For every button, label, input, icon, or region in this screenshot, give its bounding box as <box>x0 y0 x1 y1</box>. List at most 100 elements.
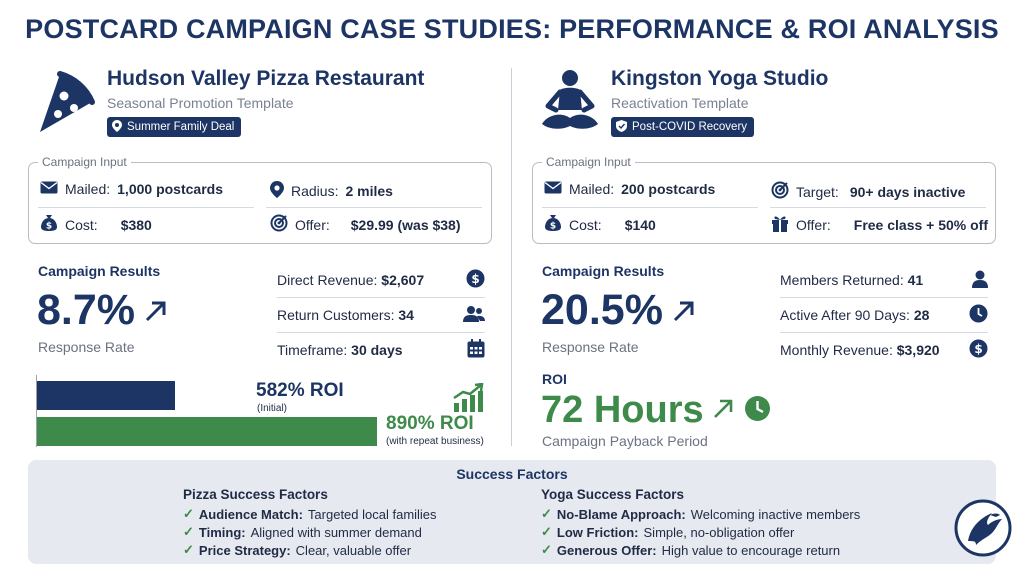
stat-timeframe: Timeframe: 30 days <box>277 338 485 362</box>
row-separator <box>266 207 482 208</box>
gift-icon <box>771 214 789 235</box>
stat-separator <box>277 332 485 333</box>
pizza-business-name: Hudson Valley Pizza Restaurant <box>107 67 425 90</box>
yoga-success-list: ✓ No-Blame Approach: Welcoming inactive me… <box>541 505 860 559</box>
svg-text:$: $ <box>550 222 556 232</box>
pizza-stats-list: Direct Revenue: $2,607 $ Return Customer… <box>277 268 485 362</box>
yoga-cost-field: $ Cost: $140 <box>544 214 656 235</box>
roi-axis-line <box>36 375 37 447</box>
pizza-campaign-input-box <box>28 162 492 244</box>
target-icon <box>270 214 288 235</box>
growth-chart-icon <box>452 382 484 418</box>
clock-icon <box>969 304 988 326</box>
mail-icon <box>40 181 58 197</box>
money-bag-icon: $ <box>40 214 58 235</box>
stat-return-customers: Return Customers: 34 <box>277 303 485 327</box>
pizza-results-title: Campaign Results <box>38 263 161 279</box>
list-item: ✓ Low Friction: Simple, no-obligation offe… <box>541 524 795 540</box>
arrow-up-right-icon <box>671 286 697 335</box>
money-bag-icon: $ <box>544 214 562 235</box>
pizza-tag-label: Summer Family Deal <box>127 121 235 133</box>
pizza-radius-field: Radius: 2 miles <box>270 181 393 201</box>
roi-initial-note: (Initial) <box>257 403 288 414</box>
list-item: ✓ Generous Offer: High value to encourage … <box>541 542 841 558</box>
target-icon <box>771 181 789 202</box>
yoga-icon <box>538 68 602 134</box>
check-icon: ✓ <box>183 542 194 557</box>
roi-initial-bar <box>37 381 175 410</box>
yoga-success-title: Yoga Success Factors <box>541 487 685 502</box>
yoga-response-label: Response Rate <box>542 339 639 355</box>
pizza-template-label: Seasonal Promotion Template <box>107 95 294 111</box>
pizza-response-label: Response Rate <box>38 339 135 355</box>
location-pin-icon <box>270 181 284 201</box>
pizza-success-title: Pizza Success Factors <box>183 487 328 502</box>
user-icon <box>972 270 988 291</box>
dollar-icon: $ <box>969 339 988 361</box>
list-item: ✓ Timing: Aligned with summer demand <box>183 524 422 540</box>
success-factors-title: Success Factors <box>456 466 568 482</box>
yoga-campaign-input-box <box>532 162 996 244</box>
svg-text:$: $ <box>974 342 982 356</box>
yoga-response-rate: 20.5% <box>541 286 697 335</box>
pizza-tag-badge: Summer Family Deal <box>107 117 242 137</box>
eagle-logo-icon <box>954 499 1012 557</box>
users-icon <box>463 305 485 326</box>
pizza-success-list: ✓ Audience Match: Targeted local families … <box>183 505 437 559</box>
calendar-icon <box>467 339 485 361</box>
shield-icon <box>616 119 627 135</box>
svg-text:$: $ <box>46 222 52 232</box>
pizza-icon <box>34 70 96 136</box>
list-item: ✓ Price Strategy: Clear, valuable offer <box>183 542 412 558</box>
stat-separator <box>277 297 485 298</box>
yoga-input-title: Campaign Input <box>542 155 635 169</box>
row-separator <box>38 207 254 208</box>
yoga-payback-value: 72 Hours <box>541 389 704 431</box>
check-icon: ✓ <box>541 542 552 557</box>
check-icon: ✓ <box>183 524 194 539</box>
list-item: ✓ Audience Match: Targeted local families <box>183 506 437 522</box>
arrow-up-right-icon <box>712 396 736 425</box>
clock-icon <box>744 395 771 427</box>
check-icon: ✓ <box>541 506 552 521</box>
roi-repeat-note: (with repeat business) <box>386 436 484 447</box>
yoga-payback: 72 Hours <box>541 389 771 432</box>
yoga-tag-label: Post-COVID Recovery <box>632 121 748 133</box>
stat-direct-revenue: Direct Revenue: $2,607 $ <box>277 268 485 292</box>
stat-active-after: Active After 90 Days: 28 <box>780 303 988 327</box>
roi-repeat-bar <box>37 417 377 446</box>
stat-monthly-revenue: Monthly Revenue: $3,920 $ <box>780 338 988 362</box>
check-icon: ✓ <box>183 506 194 521</box>
dollar-icon: $ <box>466 269 485 291</box>
row-separator <box>770 207 986 208</box>
yoga-stats-list: Members Returned: 41 Active After 90 Day… <box>780 268 988 362</box>
stat-separator <box>780 297 988 298</box>
yoga-mailed-field: Mailed: 200 postcards <box>544 181 715 197</box>
pizza-input-title: Campaign Input <box>38 155 131 169</box>
stat-members-returned: Members Returned: 41 <box>780 268 988 292</box>
yoga-template-label: Reactivation Template <box>611 95 749 111</box>
yoga-tag-badge: Post-COVID Recovery <box>611 117 755 137</box>
yoga-results-title: Campaign Results <box>542 263 665 279</box>
svg-text:$: $ <box>471 272 479 286</box>
yoga-target-field: Target: 90+ days inactive <box>771 181 965 202</box>
pizza-cost-field: $ Cost: $380 <box>40 214 152 235</box>
pizza-mailed-field: Mailed: 1,000 postcards <box>40 181 223 197</box>
success-factors-panel <box>28 460 996 564</box>
stat-separator <box>780 332 988 333</box>
roi-repeat-value: 890% ROI <box>386 413 474 434</box>
pizza-offer-field: Offer: $29.99 (was $38) <box>270 214 461 235</box>
list-item: ✓ No-Blame Approach: Welcoming inactive me… <box>541 506 861 522</box>
yoga-payback-label: Campaign Payback Period <box>542 433 708 449</box>
pizza-response-rate: 8.7% <box>37 286 169 335</box>
yoga-business-name: Kingston Yoga Studio <box>611 67 829 90</box>
row-separator <box>542 207 758 208</box>
page-title: POSTCARD CAMPAIGN CASE STUDIES: PERFORMA… <box>25 14 999 44</box>
yoga-roi-title: ROI <box>542 371 567 387</box>
yoga-offer-field: Offer: Free class + 50% off <box>771 214 988 235</box>
roi-initial-value: 582% ROI <box>256 380 344 401</box>
arrow-up-right-icon <box>143 286 169 335</box>
check-icon: ✓ <box>541 524 552 539</box>
location-pin-icon <box>112 119 122 135</box>
mail-icon <box>544 181 562 197</box>
